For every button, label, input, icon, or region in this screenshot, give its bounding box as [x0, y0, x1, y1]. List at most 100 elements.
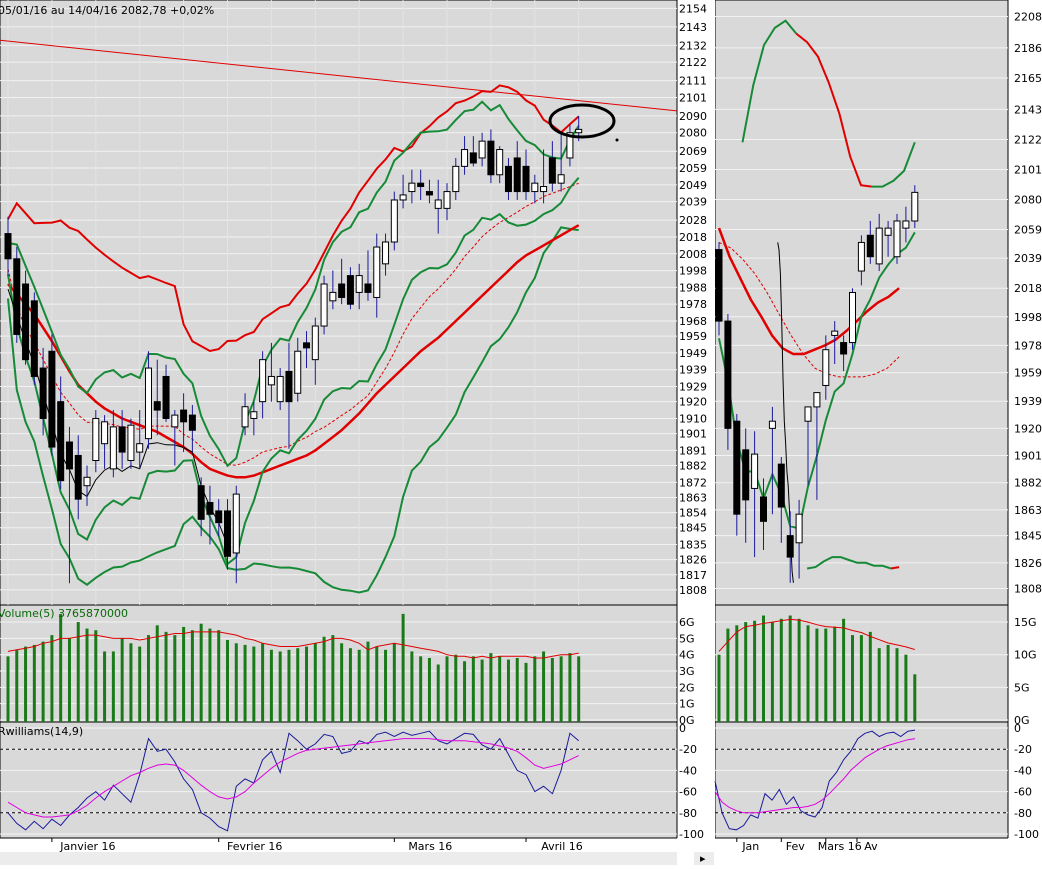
weekly-volume-bar [904, 654, 908, 722]
daily-candle-body [311, 325, 319, 361]
weekly-volume-bar [833, 626, 837, 722]
daily-candle-body [144, 367, 152, 440]
weekly-sma-red [717, 227, 900, 356]
daily-volume-bar [67, 638, 71, 722]
weekly-price-tick: 2143 [1014, 103, 1042, 116]
daily-volume-bar [348, 648, 352, 722]
daily-price-tick: 2101 [679, 91, 707, 104]
daily-volume-bar [41, 641, 45, 722]
daily-volume-bar [199, 623, 203, 722]
daily-candle-body [74, 454, 82, 500]
daily-candle-body [434, 199, 442, 209]
daily-candle-body [259, 359, 267, 403]
daily-volume-bar [129, 643, 133, 722]
weekly-volume-bar [842, 618, 846, 722]
daily-price-tick: 2028 [679, 214, 707, 227]
daily-volume-bar [550, 657, 554, 722]
weekly-price-tick: 2080 [1014, 194, 1042, 207]
daily-candle-body [48, 350, 56, 448]
daily-candle-body [276, 375, 284, 403]
weekly-volume-bar [851, 635, 854, 722]
weekly-price-panel [714, 0, 1009, 606]
weekly-williams-tick: -40 [1014, 764, 1032, 777]
weekly-williams-tick: -20 [1014, 743, 1032, 756]
weekly-volume-bar [877, 648, 881, 722]
daily-price-tick: 2059 [679, 162, 707, 175]
weekly-bollinger-lower-red [890, 566, 900, 570]
daily-volume-bar [32, 644, 36, 722]
weekly-williams-signal [714, 738, 916, 814]
weekly-candle-body [902, 220, 910, 229]
daily-price-tick: 1882 [679, 460, 707, 473]
daily-candle-body [338, 283, 346, 298]
weekly-volume-bar [726, 628, 730, 722]
weekly-volume-bar [895, 648, 899, 722]
weekly-candle-body [786, 535, 794, 558]
daily-price-tick: 2111 [679, 75, 707, 88]
weekly-price-tick: 2165 [1014, 72, 1042, 85]
daily-volume-bar [533, 656, 537, 722]
daily-candle-body [390, 199, 398, 243]
weekly-volume-bar [779, 618, 783, 722]
chart-title: 05/01/16 au 14/04/16 2082,78 +0,02% [0, 4, 214, 17]
daily-price-tick: 1978 [679, 298, 707, 311]
daily-x-label: Mars 16 [408, 840, 452, 853]
weekly-candle-body [724, 320, 732, 429]
daily-volume-bar [340, 643, 344, 722]
daily-candle-body [566, 132, 574, 159]
daily-candle-body [382, 241, 390, 265]
daily-volume-bar [542, 651, 546, 722]
weekly-williams-panel [714, 721, 1009, 839]
weekly-volume-tick: 15G [1014, 616, 1037, 629]
daily-price-tick: 1920 [679, 396, 707, 409]
weekly-candle-body [751, 453, 759, 489]
daily-candle-body [557, 174, 565, 184]
weekly-williams-tick: -80 [1014, 807, 1032, 820]
daily-candle-body [206, 502, 214, 515]
weekly-bollinger-lower [806, 556, 892, 570]
panel-separator [712, 0, 715, 865]
daily-volume-bar [173, 635, 177, 722]
daily-volume-bar [190, 630, 194, 722]
daily-price-tick: 2122 [679, 56, 707, 69]
weekly-price-tick: 2122 [1014, 133, 1042, 146]
daily-volume-bar [155, 625, 159, 722]
daily-candle-body [188, 414, 196, 431]
weekly-price-tick: 1998 [1014, 311, 1042, 324]
daily-candle-body [4, 233, 12, 260]
daily-candle-body [162, 375, 170, 419]
daily-volume-bar [278, 651, 282, 722]
daily-volume-bar [515, 657, 519, 722]
daily-candle-body [39, 367, 47, 419]
daily-volume-bar [489, 653, 493, 722]
daily-price-tick: 1901 [679, 428, 707, 441]
daily-candle-body [180, 409, 188, 423]
daily-candle-body [224, 510, 231, 557]
daily-volume-tick: 2G [679, 681, 695, 694]
weekly-candle-body [733, 420, 741, 515]
daily-price-tick: 1968 [679, 315, 707, 328]
daily-candle-body [65, 441, 73, 470]
weekly-price-tick: 2018 [1014, 282, 1042, 295]
weekly-candle-body [777, 463, 785, 508]
daily-volume-bar [103, 651, 107, 722]
daily-candle-body [109, 426, 117, 470]
weekly-volume-bar [788, 615, 792, 722]
daily-envelope-lower [7, 177, 580, 566]
daily-candle-body [101, 421, 109, 445]
daily-volume-bar [445, 656, 449, 722]
weekly-price-tick: 1959 [1014, 367, 1042, 380]
weekly-bollinger-upper-green2 [871, 141, 916, 188]
daily-volume-bar [436, 664, 440, 722]
weekly-price-tick: 1845 [1014, 530, 1042, 543]
daily-candle-body [303, 342, 311, 349]
daily-candle-body [408, 182, 416, 193]
daily-volume-bar [138, 646, 142, 722]
daily-volume-tick: 4G [679, 649, 695, 662]
weekly-volume-bar [913, 674, 917, 722]
daily-candle-body [452, 165, 460, 193]
daily-candle-body [127, 424, 135, 461]
weekly-williams-tick: 0 [1014, 722, 1021, 735]
